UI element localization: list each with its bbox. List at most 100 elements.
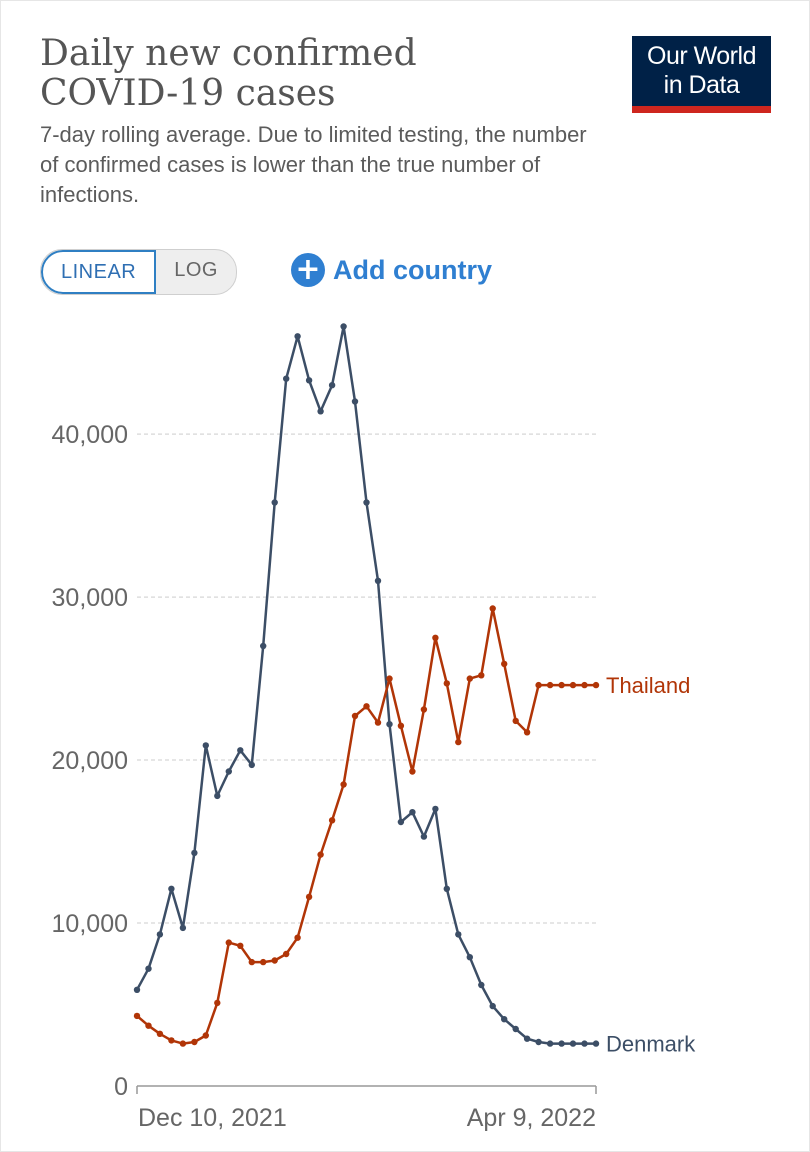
data-point (432, 805, 439, 813)
data-point (351, 398, 359, 405)
data-point (409, 809, 416, 816)
data-point (420, 706, 428, 713)
add-country-button[interactable]: + Add country (291, 252, 492, 288)
data-point (271, 957, 278, 964)
logo-line-1: Our World (647, 42, 756, 70)
data-point (191, 1038, 198, 1046)
data-point (317, 408, 324, 415)
y-tick-label: 30,000 (52, 584, 128, 612)
data-point (156, 1030, 164, 1037)
data-point (260, 958, 267, 966)
data-point (340, 781, 347, 788)
add-country-label: Add country (333, 254, 492, 285)
data-point (248, 761, 255, 769)
data-point (374, 577, 382, 584)
data-point (512, 717, 519, 725)
data-point (145, 1022, 152, 1029)
y-tick-label: 20,000 (52, 747, 128, 775)
data-point (214, 792, 221, 800)
data-point (340, 323, 347, 330)
data-point (294, 333, 301, 340)
chart-title: Daily new confirmed COVID-19 cases (40, 33, 417, 114)
data-point (237, 942, 244, 949)
data-point (386, 675, 393, 682)
data-point (168, 1037, 175, 1044)
data-point (191, 849, 198, 857)
data-point (179, 1040, 187, 1047)
data-point (581, 681, 588, 689)
data-point (420, 833, 428, 840)
data-point (283, 375, 290, 382)
data-point (409, 768, 416, 775)
data-point (202, 1032, 209, 1039)
data-point (374, 719, 382, 726)
data-point (351, 712, 359, 720)
data-point (317, 851, 324, 858)
y-tick-label: 40,000 (52, 421, 128, 449)
data-point (489, 1002, 496, 1010)
scale-toggle: LINEAR LOG (40, 249, 237, 295)
data-point (478, 981, 485, 989)
data-point (455, 931, 462, 938)
series-label-thailand: Thailand (606, 673, 690, 698)
series-line-denmark (135, 325, 596, 1045)
log-scale-button[interactable]: LOG (174, 259, 218, 281)
data-point (168, 885, 175, 892)
x-tick-label: Dec 10, 2021 (138, 1104, 287, 1132)
data-point (535, 681, 542, 689)
series-line-thailand (136, 607, 596, 1045)
data-point (363, 499, 370, 506)
data-point (397, 722, 405, 729)
data-point (179, 924, 187, 932)
series-label-denmark: Denmark (606, 1032, 696, 1057)
data-point (569, 681, 577, 689)
plus-circle-icon: + (291, 253, 325, 287)
data-point (133, 1012, 141, 1020)
data-point (145, 965, 152, 972)
data-point (466, 675, 473, 682)
y-tick-label: 0 (114, 1073, 128, 1101)
data-point (305, 377, 313, 384)
data-point (558, 681, 565, 689)
data-point (283, 950, 290, 958)
data-point (569, 1040, 577, 1047)
data-point (581, 1040, 588, 1047)
data-point (202, 742, 209, 749)
linear-scale-button[interactable]: LINEAR (41, 250, 157, 294)
chart-subtitle: 7-day rolling average. Due to limited te… (40, 122, 587, 207)
data-point (443, 885, 450, 892)
owid-logo[interactable]: Our World in Data (632, 36, 771, 113)
data-point (466, 954, 473, 961)
data-point (156, 931, 164, 938)
data-point (455, 738, 462, 746)
data-point (535, 1038, 542, 1046)
data-point (214, 999, 221, 1007)
data-point (294, 934, 301, 941)
line-chart: 0 10,000 20,000 30,000 40,000 Dec 10, 2021 Apr… (52, 323, 696, 1132)
data-point (523, 729, 531, 736)
data-point (501, 1016, 508, 1023)
data-point (271, 499, 278, 506)
data-point (305, 893, 313, 901)
data-point (248, 958, 255, 966)
logo-line-2: in Data (663, 71, 740, 99)
data-point (478, 672, 485, 679)
data-point (237, 747, 244, 754)
x-tick-label: Apr 9, 2022 (467, 1104, 596, 1132)
data-point (328, 382, 336, 389)
data-point (558, 1040, 565, 1047)
data-point (546, 1040, 554, 1047)
data-point (133, 986, 141, 993)
data-point (592, 681, 600, 689)
data-point (363, 703, 370, 710)
data-point (443, 680, 450, 687)
data-point (397, 818, 405, 826)
data-point (523, 1035, 531, 1042)
data-point (546, 681, 554, 689)
y-tick-label: 10,000 (52, 910, 128, 938)
data-point (328, 817, 336, 824)
data-point (432, 634, 439, 641)
data-point (501, 660, 508, 668)
data-point (225, 768, 232, 775)
data-point (592, 1040, 600, 1047)
